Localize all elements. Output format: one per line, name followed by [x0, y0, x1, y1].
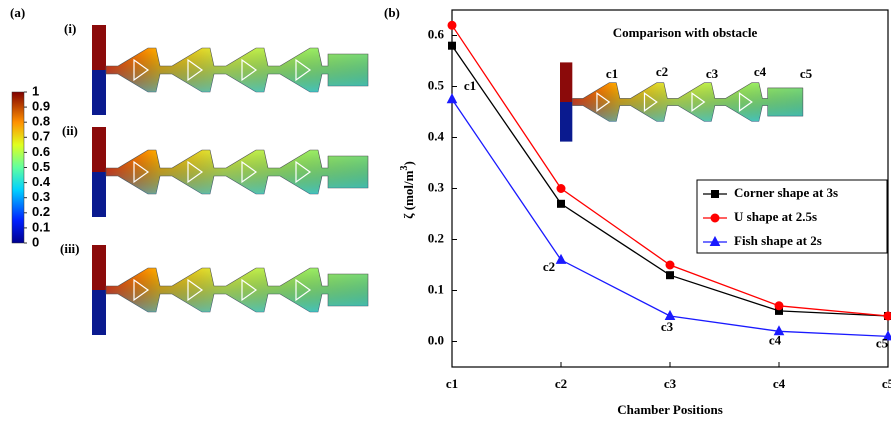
- marker: [556, 184, 566, 193]
- legend-label: Corner shape at 3s: [734, 185, 838, 200]
- marker: [447, 20, 457, 30]
- marker: [665, 260, 675, 270]
- inset-label: c3: [706, 66, 719, 81]
- device: [560, 62, 804, 142]
- inlet-low: [92, 172, 106, 217]
- inset-label: c2: [656, 64, 668, 79]
- obstacle: [643, 92, 658, 112]
- inset-label: c4: [754, 64, 767, 79]
- y-tick-label: 0.6: [428, 26, 445, 41]
- row-label: (ii): [62, 123, 78, 138]
- inset-label: c1: [606, 66, 618, 81]
- x-tick-label: c4: [773, 376, 786, 391]
- obstacle: [295, 58, 312, 82]
- x-tick-label: c1: [446, 376, 458, 391]
- obstacle: [133, 160, 150, 184]
- marker: [666, 271, 674, 280]
- point-label: c2: [543, 259, 555, 274]
- inlet-high: [92, 245, 106, 290]
- inset-label: c5: [800, 66, 813, 81]
- inlet-low: [560, 102, 573, 142]
- marker: [555, 253, 567, 264]
- colorbar-tick-label: 1: [32, 83, 39, 98]
- device: [92, 245, 369, 335]
- obstacle: [187, 58, 204, 82]
- y-axis-label: ζ (mol/m3): [399, 161, 416, 219]
- marker: [557, 199, 565, 208]
- marker: [774, 301, 784, 311]
- y-tick-label: 0.3: [428, 179, 445, 194]
- point-label: c3: [661, 319, 674, 334]
- marker: [773, 325, 785, 336]
- obstacle: [241, 58, 258, 82]
- y-tick-label: 0.5: [428, 77, 445, 92]
- colorbar-tick-label: 0.5: [32, 159, 50, 174]
- marker: [883, 311, 891, 321]
- device: [92, 25, 369, 115]
- colorbar-tick-label: 0.9: [32, 99, 50, 114]
- channel-shade: [106, 150, 368, 194]
- obstacle: [596, 92, 611, 112]
- inlet-high: [92, 25, 106, 70]
- marker: [711, 190, 719, 198]
- point-label: c5: [876, 335, 889, 350]
- y-axis-label-part: ): [401, 161, 416, 165]
- colorbar-tick-label: 0.6: [32, 144, 50, 159]
- marker: [709, 235, 721, 246]
- colorbar-tick-label: 0.3: [32, 189, 50, 204]
- obstacle: [295, 160, 312, 184]
- marker: [882, 330, 891, 341]
- inlet-low: [92, 290, 106, 335]
- x-axis-label: Chamber Positions: [617, 402, 723, 417]
- channel-shade: [572, 82, 803, 122]
- chart-title: Comparison with obstacle: [613, 25, 758, 40]
- inlet-low: [92, 70, 106, 115]
- inlet-high: [92, 127, 106, 172]
- colorbar-tick-label: 0: [32, 234, 39, 249]
- y-tick-label: 0.2: [428, 230, 444, 245]
- obstacle: [241, 160, 258, 184]
- colorbar: [11, 91, 25, 244]
- obstacle: [241, 278, 258, 302]
- row-label: (i): [64, 21, 76, 36]
- x-tick-label: c3: [664, 376, 677, 391]
- x-tick-label: c5: [882, 376, 891, 391]
- row-label: (iii): [60, 241, 80, 256]
- y-tick-label: 0.4: [428, 128, 445, 143]
- y-axis-label-part: 3: [399, 166, 410, 171]
- marker: [448, 41, 456, 50]
- point-label: c4: [769, 332, 782, 347]
- legend-label: Fish shape at 2s: [734, 233, 822, 248]
- x-tick-label: c2: [555, 376, 567, 391]
- channel-shade: [106, 268, 368, 312]
- inlet-high: [560, 62, 573, 102]
- colorbar-tick-label: 0.4: [32, 174, 51, 189]
- obstacle: [187, 160, 204, 184]
- colorbar-tick-label: 0.1: [32, 219, 50, 234]
- point-label: c1: [464, 78, 476, 93]
- obstacle: [295, 278, 312, 302]
- colorbar-tick-label: 0.7: [32, 129, 50, 144]
- channel-shade: [106, 48, 368, 92]
- obstacle: [187, 278, 204, 302]
- marker: [664, 309, 676, 320]
- marker: [710, 213, 720, 223]
- obstacle: [738, 92, 753, 112]
- panel-label: (a): [10, 5, 25, 20]
- colorbar-tick-label: 0.2: [32, 204, 50, 219]
- y-axis-label-part: ζ (mol/m: [401, 170, 416, 219]
- legend-box: [696, 179, 888, 254]
- colorbar-tick-label: 0.8: [32, 114, 50, 129]
- legend-label: U shape at 2.5s: [734, 209, 817, 224]
- device: [92, 127, 369, 217]
- marker: [446, 93, 458, 104]
- panel-label: (b): [384, 5, 400, 20]
- y-tick-label: 0.0: [428, 332, 444, 347]
- obstacle: [691, 92, 706, 112]
- obstacle: [133, 58, 150, 82]
- obstacle: [133, 278, 150, 302]
- y-tick-label: 0.1: [428, 281, 444, 296]
